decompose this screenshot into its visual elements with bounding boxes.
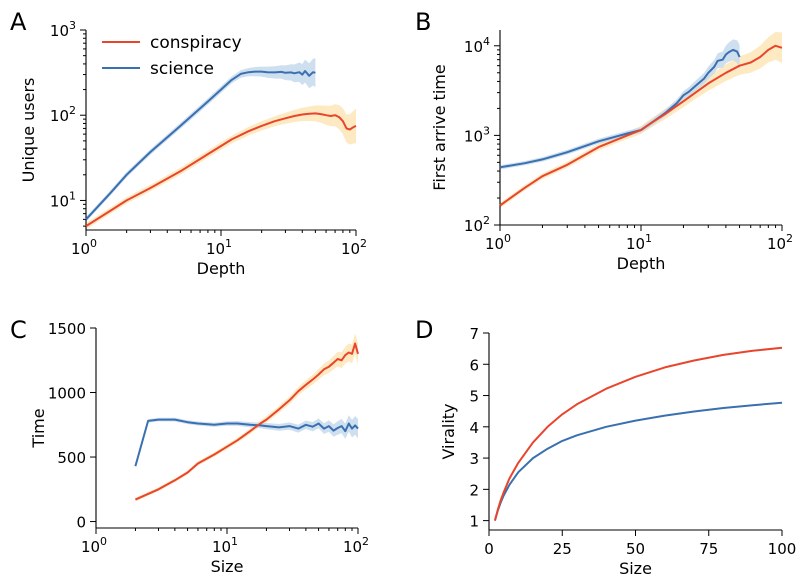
x-tick-label: 101: [626, 232, 652, 253]
panel-d: 0 25 50 75 100 1 2 3 4 5 6 7 Size Virality: [439, 325, 796, 578]
x-tick-label: 0: [484, 540, 494, 558]
series-line-science-b: [499, 48, 741, 169]
band-conspiracy-a: [86, 104, 356, 230]
series-line-conspiracy-a: [85, 112, 357, 227]
x-tick-label: 101: [212, 535, 238, 556]
panel-a: 100 101 102 101 102 103 Depth Unique users: [19, 19, 367, 278]
y-tick-label: 0: [76, 514, 86, 532]
y-tick-label: 1000: [48, 385, 86, 403]
x-axis-label-c: Size: [211, 557, 244, 576]
panel-label-c: C: [10, 316, 27, 344]
y-tick-label: 4: [469, 419, 479, 437]
y-tick-label: 6: [469, 356, 479, 374]
series-line-conspiracy-b: [499, 44, 783, 207]
x-tick-label: 102: [767, 232, 793, 253]
panel-label-a: A: [10, 8, 27, 36]
y-tick-label: 102: [464, 214, 490, 235]
x-tick-label: 102: [343, 535, 369, 556]
legend-label-conspiracy: conspiracy: [150, 33, 242, 53]
y-axis-label-b: First arrive time: [430, 64, 449, 190]
x-tick-label: 25: [553, 540, 572, 558]
y-axis-label-c: Time: [29, 408, 48, 448]
y-tick-label: 102: [50, 104, 76, 125]
x-axis-label-d: Size: [619, 559, 652, 578]
x-tick-label: 100: [71, 237, 97, 258]
y-tick-label: 500: [57, 449, 86, 467]
y-tick-label: 7: [469, 325, 479, 343]
y-tick-label: 2: [469, 481, 479, 499]
series-line-science-d: [493, 401, 783, 521]
y-axis-label-d: Virality: [439, 403, 458, 459]
band-science-b: [500, 39, 740, 170]
x-tick-label: 101: [206, 237, 232, 258]
band-conspiracy-c: [135, 333, 358, 502]
x-tick-label: 100: [768, 540, 797, 558]
x-tick-label: 100: [81, 535, 107, 556]
series-line-conspiracy-c: [134, 342, 359, 501]
y-tick-label: 103: [464, 124, 490, 145]
legend: conspiracy science: [102, 33, 242, 79]
x-tick-label: 50: [626, 540, 645, 558]
y-tick-label: 1500: [48, 320, 86, 338]
x-tick-label: 75: [699, 540, 718, 558]
x-axis-label-a: Depth: [197, 259, 246, 278]
y-tick-label: 3: [469, 450, 479, 468]
x-tick-label: 102: [341, 237, 367, 258]
x-tick-label: 100: [485, 232, 511, 253]
y-axis-label-a: Unique users: [19, 78, 38, 183]
y-tick-label: 5: [469, 388, 479, 406]
series-line-science-c: [134, 418, 359, 467]
series-line-conspiracy-d: [493, 346, 783, 521]
band-conspiracy-b: [500, 31, 782, 209]
y-tick-label: 103: [50, 19, 76, 40]
panel-label-d: D: [415, 316, 433, 344]
y-tick-label: 104: [464, 35, 490, 56]
y-tick-label: 1: [469, 513, 479, 531]
band-science-a: [86, 58, 316, 222]
panel-c: 100 101 102 0 500 1000 1500 Size Time: [29, 320, 369, 576]
legend-label-science: science: [150, 59, 214, 79]
panel-label-b: B: [415, 8, 431, 36]
band-science-c: [135, 415, 358, 468]
x-axis-label-b: Depth: [617, 254, 666, 273]
series-line-science-a: [85, 70, 316, 221]
panel-b: 100 101 102 102 103 104 Depth First arrive time: [430, 30, 793, 273]
y-tick-label: 101: [50, 189, 76, 210]
